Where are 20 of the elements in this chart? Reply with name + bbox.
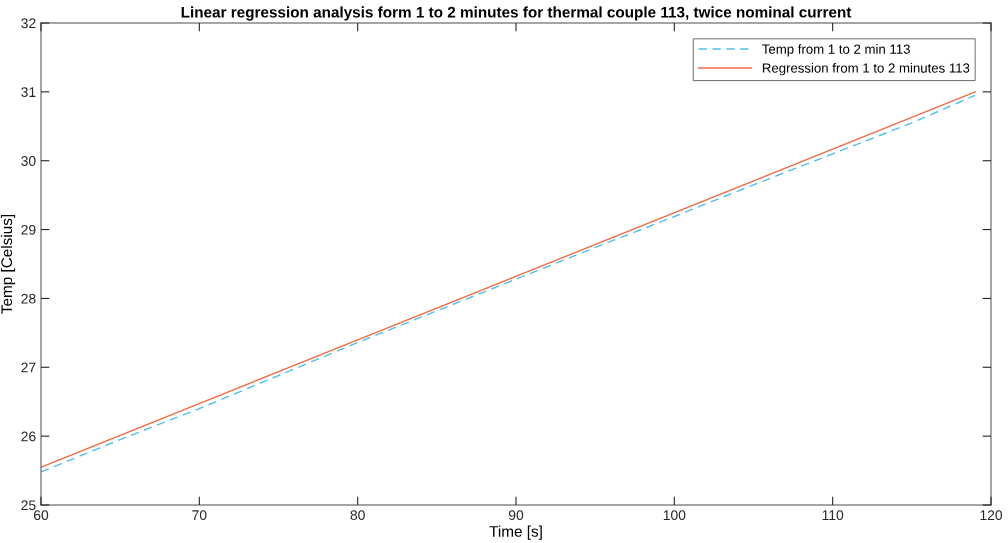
x-tick-label: 80	[350, 510, 365, 521]
legend-label: Regression from 1 to 2 minutes 113	[762, 63, 970, 76]
y-tick-label: 29	[21, 224, 36, 235]
chart-title: Linear regression analysis form 1 to 2 minutes for thermal couple 113, twice nominal current	[181, 6, 852, 21]
x-tick-label: 90	[508, 510, 524, 521]
x-tick-label: 110	[822, 510, 844, 521]
y-tick-label: 32	[21, 18, 36, 29]
y-tick-label: 27	[21, 362, 36, 373]
x-tick-label: 120	[980, 510, 1003, 521]
x-tick-label: 60	[33, 510, 49, 521]
y-tick-label: 25	[21, 500, 36, 511]
y-tick-label: 30	[21, 156, 36, 166]
y-tick-label: 26	[21, 431, 36, 442]
y-tick-label: 31	[21, 87, 36, 98]
legend-label: Temp from 1 to 2 min 113	[762, 44, 910, 57]
x-axis-title: Time [s]	[489, 525, 542, 540]
y-axis-title: Temp [Celsius]	[0, 215, 16, 314]
x-tick-label: 100	[663, 510, 686, 521]
x-tick-label: 70	[192, 510, 207, 521]
y-tick-label: 28	[21, 293, 36, 304]
